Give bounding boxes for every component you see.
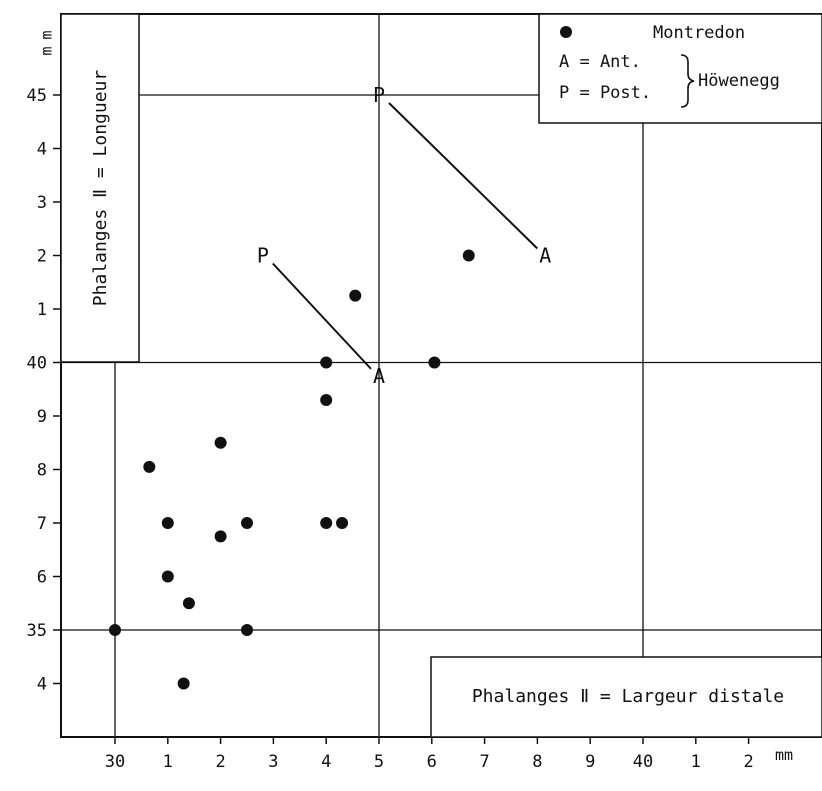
y-axis-label-panel: Phalanges Ⅱ = Longueur — [60, 13, 140, 363]
legend: Montredon A = Ant. P = Post. Höwenegg — [538, 13, 822, 124]
data-point-montredon — [161, 517, 174, 529]
x-tick-label: 2 — [215, 752, 225, 772]
y-tick-label: 7 — [37, 514, 47, 534]
data-point-montredon — [241, 624, 253, 636]
x-axis-label-panel: Phalanges Ⅱ = Largeur distale — [430, 656, 822, 738]
y-tick-label: 1 — [37, 300, 47, 320]
x-tick-label: 7 — [479, 752, 489, 772]
data-point-montredon — [320, 356, 333, 369]
y-axis-label: Phalanges Ⅱ = Longueur — [90, 70, 111, 307]
data-point-montredon — [462, 249, 475, 262]
legend-ant-label: A = Ant. — [559, 52, 641, 72]
x-unit-label: mm — [775, 746, 793, 764]
x-tick-label: 9 — [585, 752, 595, 772]
pair-connector-1 — [388, 102, 539, 250]
legend-group-label: Höwenegg — [698, 71, 780, 91]
label-p: P — [373, 83, 385, 107]
data-point-montredon — [109, 624, 121, 636]
y-tick-label: 45 — [27, 86, 47, 106]
y-tick-label: 9 — [37, 407, 47, 427]
data-point-montredon — [320, 393, 333, 406]
data-points — [109, 249, 475, 690]
x-tick-label: 3 — [268, 752, 278, 772]
x-axis-label: Phalanges Ⅱ = Largeur distale — [472, 686, 784, 707]
legend-brace — [680, 54, 695, 108]
y-unit-label-m1: m — [38, 30, 56, 39]
x-tick-labels: 30 1 2 3 4 5 6 7 8 9 40 1 2 — [105, 752, 754, 772]
legend-post-label: P = Post. — [559, 83, 651, 103]
y-tick-label: 6 — [37, 568, 47, 588]
x-tick-label: 40 — [633, 752, 653, 772]
x-tick-label: 2 — [743, 752, 753, 772]
hoewenegg-labels: P A P A — [257, 83, 552, 388]
y-unit-label-m2: m — [38, 46, 56, 55]
y-tick-label: 40 — [27, 354, 47, 374]
tick-marks — [53, 94, 750, 744]
y-tick-label: 4 — [37, 140, 47, 160]
data-point-montredon — [161, 570, 174, 583]
x-tick-label: 1 — [691, 752, 701, 772]
y-tick-labels: 4 35 6 7 8 9 40 1 2 3 4 45 — [27, 86, 47, 695]
label-a: A — [373, 364, 385, 388]
data-point-montredon — [182, 597, 195, 610]
legend-montredon-marker — [560, 26, 572, 38]
data-point-montredon — [320, 517, 333, 529]
y-tick-label: 8 — [37, 461, 47, 481]
data-point-montredon — [241, 517, 253, 529]
label-a: A — [539, 244, 551, 268]
x-tick-label: 5 — [374, 752, 384, 772]
legend-montredon-label: Montredon — [653, 23, 745, 43]
label-p: P — [257, 244, 269, 268]
data-point-montredon — [177, 677, 190, 690]
y-tick-label: 35 — [27, 621, 47, 641]
data-point-montredon — [143, 460, 156, 473]
y-tick-label: 4 — [37, 675, 47, 695]
x-tick-label: 1 — [163, 752, 173, 772]
pair-connector-0 — [272, 262, 372, 370]
data-point-montredon — [336, 517, 349, 529]
grid-lines — [61, 14, 822, 737]
x-tick-label: 8 — [532, 752, 542, 772]
data-point-montredon — [428, 356, 441, 369]
y-tick-label: 3 — [37, 193, 47, 213]
x-tick-label: 4 — [321, 752, 331, 772]
data-point-montredon — [214, 530, 227, 543]
hoewenegg-connectors — [272, 102, 539, 370]
y-tick-label: 2 — [37, 247, 47, 267]
x-tick-label: 30 — [105, 752, 125, 772]
data-point-montredon — [349, 289, 362, 302]
data-point-montredon — [214, 436, 227, 449]
x-tick-label: 6 — [427, 752, 437, 772]
